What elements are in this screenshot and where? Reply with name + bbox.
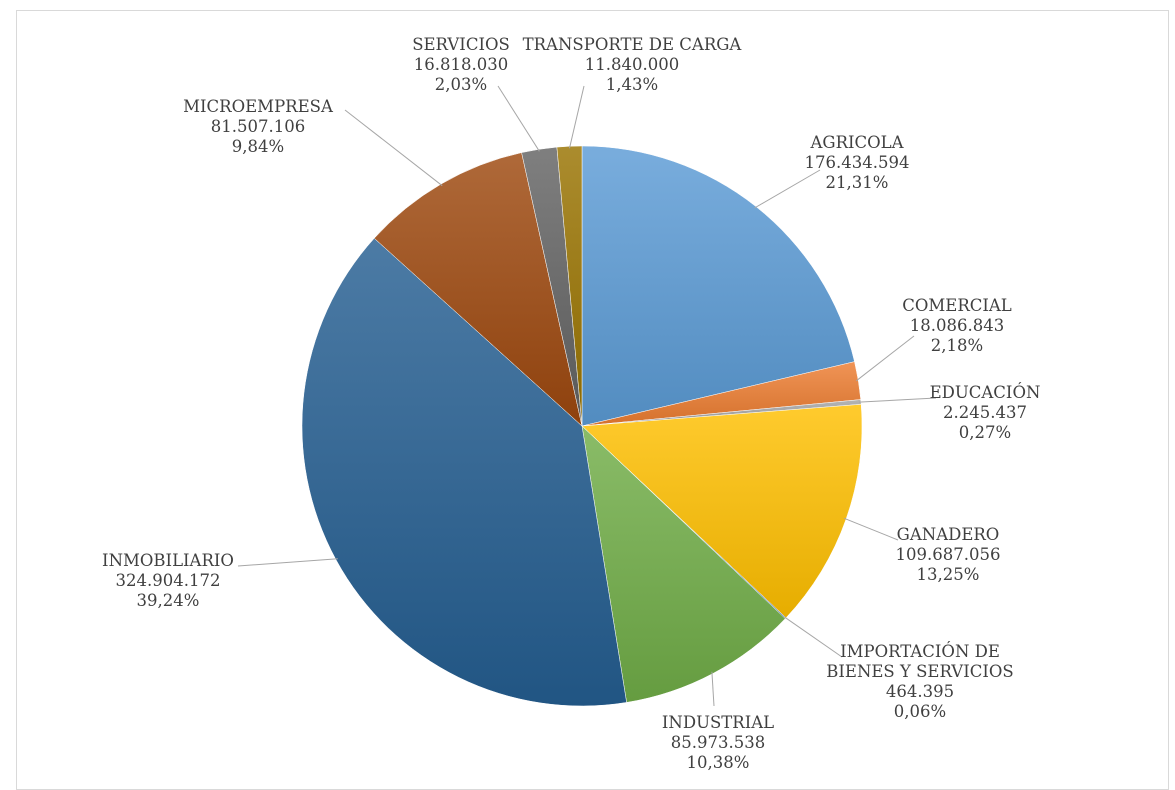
data-label-educacion: EDUCACIÓN 2.245.437 0,27% (930, 382, 1041, 442)
leader-line-industrial (711, 671, 715, 707)
data-labels: AGRICOLA 176.434.594 21,31% COMERCIAL 18.086… (102, 35, 1040, 772)
data-label-ganadero: GANADERO 109.687.056 13,25% (896, 525, 1001, 584)
leader-line-ganadero (844, 517, 899, 541)
data-label-importacion-de-bienes-y-servicios: IMPORTACIÓN DE BIENES Y SERVICIOS 464.395 0… (826, 641, 1013, 721)
leader-line-servicios (497, 85, 540, 152)
data-label-comercial: COMERCIAL 18.086.843 2,18% (902, 296, 1012, 355)
pie-slices (301, 145, 863, 707)
leader-line-agricola (754, 169, 821, 209)
data-label-microempresa: MICROEMPRESA 81.507.106 9,84% (183, 97, 334, 156)
pie-slice-microempresa (373, 152, 583, 427)
pie-slice-transporte-de-carga (556, 145, 583, 427)
leader-line-comercial (855, 335, 915, 382)
leader-line-transporte-de-carga (569, 85, 585, 149)
leader-line-microempresa (344, 109, 443, 187)
data-label-industrial: INDUSTRIAL 85.973.538 10,38% (662, 713, 774, 772)
pie-slice-inmobiliario (301, 237, 627, 707)
data-label-agricola: AGRICOLA 176.434.594 21,31% (805, 133, 910, 192)
leader-line-importacion-de-bienes-y-servicios (783, 616, 843, 658)
data-label-servicios: SERVICIOS 16.818.030 2,03% (412, 35, 510, 94)
data-label-inmobiliario: INMOBILIARIO 324.904.172 39,24% (102, 551, 234, 610)
leader-line-inmobiliario (237, 558, 338, 567)
pie-slice-industrial (581, 425, 786, 703)
pie-slice-agricola (581, 145, 855, 427)
data-label-transporte-de-carga: TRANSPORTE DE CARGA 11.840.000 1,43% (523, 35, 743, 94)
leader-lines (237, 85, 937, 707)
leader-line-educacion (858, 397, 937, 403)
